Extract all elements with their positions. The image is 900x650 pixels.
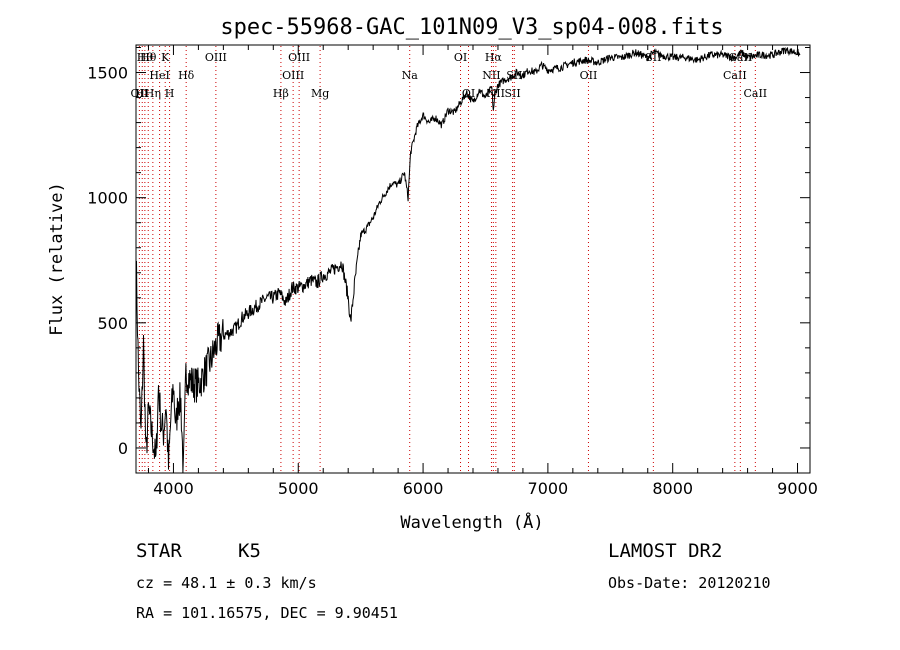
line-label-10: Hβ bbox=[273, 87, 289, 100]
line-label-5: HeI bbox=[149, 69, 169, 82]
line-label-2: Hθ bbox=[137, 51, 154, 64]
line-label-24: CaII bbox=[723, 69, 747, 82]
line-label-11: OIII bbox=[282, 69, 304, 82]
line-label-3: Hθ bbox=[140, 51, 157, 64]
axis-ticks: 4000 5000 6000 7000 8000 9000 0 500 1000 1500 bbox=[87, 45, 818, 498]
emission-line-markers: OIIHιHθHθHηHeIKHHδOIIIHβOIIIOIIIMgNaOIOI… bbox=[131, 46, 767, 472]
object-class: STAR bbox=[136, 540, 182, 562]
x-tick-label: 4000 bbox=[153, 479, 194, 498]
plot-frame bbox=[135, 44, 811, 474]
x-tick-label: 6000 bbox=[403, 479, 444, 498]
observation-date: Obs-Date: 20120210 bbox=[608, 574, 771, 592]
line-label-4: Hη bbox=[145, 87, 161, 100]
line-label-13: Mg bbox=[311, 87, 329, 100]
y-tick-label: 500 bbox=[97, 314, 128, 333]
x-tick-label: 5000 bbox=[278, 479, 319, 498]
line-label-12: OIII bbox=[288, 51, 310, 64]
spectrum-series-0 bbox=[135, 46, 801, 473]
coordinates: RA = 101.16575, DEC = 9.90451 bbox=[136, 604, 398, 622]
spectral-subclass: K5 bbox=[238, 540, 261, 562]
x-tick-label: 9000 bbox=[777, 479, 818, 498]
x-tick-label: 7000 bbox=[528, 479, 569, 498]
line-label-19: NII bbox=[487, 87, 505, 100]
x-tick-label: 8000 bbox=[652, 479, 693, 498]
line-label-17: NII bbox=[482, 69, 500, 82]
redshift-velocity: cz = 48.1 ± 0.3 km/s bbox=[136, 574, 317, 592]
line-label-6: K bbox=[161, 51, 170, 64]
y-axis-title: Flux (relative) bbox=[47, 182, 67, 336]
line-label-7: H bbox=[165, 87, 175, 100]
line-label-22: OII bbox=[580, 69, 598, 82]
line-label-15: OI bbox=[454, 51, 467, 64]
survey-name: LAMOST DR2 bbox=[608, 540, 723, 562]
y-tick-label: 0 bbox=[118, 439, 128, 458]
x-axis-title: Wavelength (Å) bbox=[400, 511, 543, 533]
line-label-26: CaII bbox=[743, 87, 767, 100]
line-label-9: OIII bbox=[205, 51, 227, 64]
plot-area bbox=[135, 46, 801, 473]
line-label-20: SII bbox=[504, 87, 520, 100]
line-label-18: Hα bbox=[485, 51, 503, 64]
chart-title: spec-55968-GAC_101N09_V3_sp04-008.fits bbox=[220, 15, 723, 40]
line-label-0: OII bbox=[131, 87, 149, 100]
y-tick-label: 1500 bbox=[87, 64, 128, 83]
line-label-14: Na bbox=[402, 69, 419, 82]
y-tick-label: 1000 bbox=[87, 189, 128, 208]
line-label-1: Hι bbox=[135, 87, 149, 100]
line-label-8: Hδ bbox=[178, 69, 195, 82]
